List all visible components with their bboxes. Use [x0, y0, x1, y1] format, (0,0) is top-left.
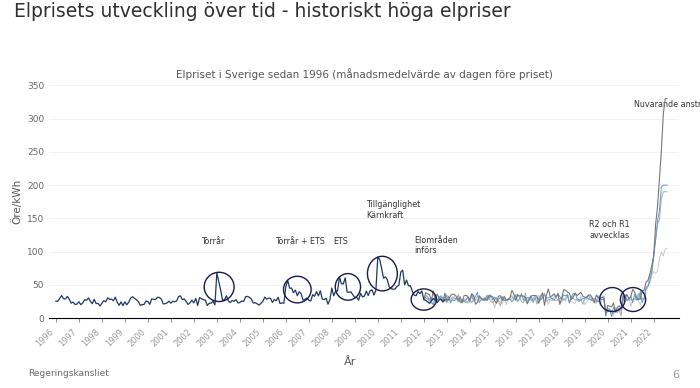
Text: Regeringskansliet: Regeringskansliet [28, 369, 109, 378]
Text: 6: 6 [672, 370, 679, 380]
Text: Tillgänglighet
Kärnkraft: Tillgänglighet Kärnkraft [366, 200, 421, 220]
Y-axis label: Öre/kWh: Öre/kWh [12, 179, 22, 224]
Text: Torrår + ETS: Torrår + ETS [276, 237, 326, 246]
Text: ETS: ETS [333, 237, 348, 246]
Text: Elprisets utveckling över tid - historiskt höga elpriser: Elprisets utveckling över tid - historis… [14, 2, 511, 21]
Text: R2 och R1
avvecklas: R2 och R1 avvecklas [589, 220, 630, 240]
Text: Nuvarande ansträngda läge: Nuvarande ansträngda läge [634, 100, 700, 109]
Text: Elområden
införs: Elområden införs [414, 236, 458, 255]
Text: Torrår: Torrår [201, 237, 224, 246]
Title: Elpriset i Sverige sedan 1996 (månadsmedelvärde av dagen före priset): Elpriset i Sverige sedan 1996 (månadsmed… [176, 69, 552, 80]
Text: År: År [344, 357, 356, 367]
